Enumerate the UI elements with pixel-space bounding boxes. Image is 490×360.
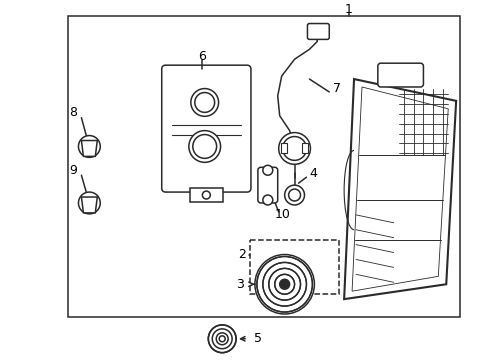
Text: 1: 1 [345, 3, 353, 16]
Text: 3: 3 [236, 278, 244, 291]
Text: 4: 4 [310, 167, 318, 180]
Circle shape [263, 195, 273, 205]
Polygon shape [81, 140, 98, 156]
Circle shape [78, 192, 100, 214]
Bar [190, 188, 222, 202]
Text: 5: 5 [254, 332, 262, 345]
Circle shape [285, 185, 304, 205]
Circle shape [255, 255, 315, 314]
Circle shape [191, 89, 219, 116]
FancyBboxPatch shape [307, 23, 329, 39]
Polygon shape [344, 79, 456, 299]
FancyBboxPatch shape [162, 65, 251, 192]
FancyBboxPatch shape [378, 63, 423, 87]
Bar [250, 240, 339, 294]
Bar [302, 144, 308, 153]
Text: 10: 10 [275, 208, 291, 221]
Circle shape [280, 279, 290, 289]
Text: 8: 8 [70, 106, 77, 119]
Bar [281, 144, 287, 153]
Bar [68, 15, 460, 317]
Text: 2: 2 [238, 248, 246, 261]
Circle shape [189, 131, 220, 162]
Polygon shape [81, 197, 98, 213]
Circle shape [208, 325, 236, 353]
Circle shape [202, 191, 210, 199]
Circle shape [219, 336, 225, 342]
Text: 7: 7 [333, 82, 341, 95]
Circle shape [263, 165, 273, 175]
Circle shape [281, 280, 289, 288]
Circle shape [78, 136, 100, 157]
Text: 9: 9 [70, 164, 77, 177]
Text: 6: 6 [198, 50, 206, 63]
Circle shape [279, 132, 311, 164]
FancyBboxPatch shape [258, 167, 278, 203]
